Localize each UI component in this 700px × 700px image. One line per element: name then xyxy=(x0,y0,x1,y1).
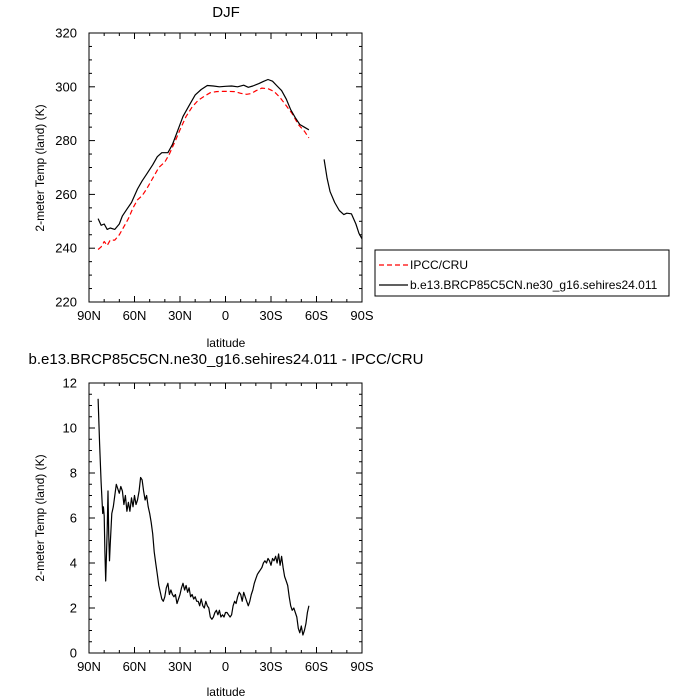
legend-ipcc-cru-label: IPCC/CRU xyxy=(410,258,468,272)
y-tick-label: 280 xyxy=(55,133,77,148)
bottom-chart-x-axis-label: latitude xyxy=(207,685,246,699)
y-tick-label: 260 xyxy=(55,187,77,202)
y-tick-label: 220 xyxy=(55,295,77,310)
y-tick-label: 8 xyxy=(70,466,77,481)
series-line-ipcc-cru xyxy=(97,87,310,250)
x-tick-label: 60S xyxy=(305,659,328,674)
bottom-chart-plot-area: 90N 60N 30N 0 30S 60S 90S 0 2 4 6 8 10 12 xyxy=(63,376,374,675)
series-line-difference xyxy=(97,398,310,636)
y-tick-label: 300 xyxy=(55,79,77,94)
y-tick-label: 4 xyxy=(70,556,77,571)
x-tick-label: 90N xyxy=(77,659,101,674)
y-tick-label: 12 xyxy=(63,376,77,391)
top-chart-x-axis-label: latitude xyxy=(207,336,246,350)
y-tick-label: 10 xyxy=(63,421,77,436)
legend-box xyxy=(374,249,670,297)
x-tick-label: 30N xyxy=(168,308,192,323)
series-line-b-e13-brcp85c5cn-ne30-g16-sehires24-011 xyxy=(323,159,363,240)
y-tick-label: 240 xyxy=(55,241,77,256)
legend-model-label: b.e13.BRCP85C5CN.ne30_g16.sehires24.011 xyxy=(410,278,658,292)
x-tick-label: 60N xyxy=(123,659,147,674)
top-chart-djf: DJF 2-meter Temp (land) (K) latitude 90N… xyxy=(33,4,670,350)
x-tick-label: 30S xyxy=(259,308,282,323)
x-tick-label: 30N xyxy=(168,659,192,674)
x-tick-label: 90S xyxy=(350,659,373,674)
series-line-b-e13-brcp85c5cn-ne30-g16-sehires24-011 xyxy=(97,78,310,230)
bottom-chart-title: b.e13.BRCP85C5CN.ne30_g16.sehires24.011 … xyxy=(29,351,424,368)
x-tick-label: 60N xyxy=(123,308,147,323)
x-tick-label: 90N xyxy=(77,308,101,323)
y-tick-label: 320 xyxy=(55,26,77,41)
bottom-chart-difference: b.e13.BRCP85C5CN.ne30_g16.sehires24.011 … xyxy=(29,351,424,699)
x-tick-label: 0 xyxy=(222,659,229,674)
bottom-chart-y-axis-label: 2-meter Temp (land) (K) xyxy=(33,454,47,581)
top-chart-plot-area: 90N 60N 30N 0 30S 60S 90S 220 240 260 280 300 320 xyxy=(55,26,374,324)
top-chart-title: DJF xyxy=(212,4,240,21)
x-tick-label: 0 xyxy=(222,308,229,323)
top-chart-y-axis-label: 2-meter Temp (land) (K) xyxy=(33,104,47,231)
y-tick-label: 2 xyxy=(70,601,77,616)
plot-frame xyxy=(88,32,363,303)
y-tick-label: 0 xyxy=(70,646,77,661)
x-tick-label: 60S xyxy=(305,308,328,323)
x-tick-label: 90S xyxy=(350,308,373,323)
x-tick-label: 30S xyxy=(259,659,282,674)
top-chart-legend: IPCC/CRU b.e13.BRCP85C5CN.ne30_g16.sehir… xyxy=(374,249,670,297)
y-tick-label: 6 xyxy=(70,511,77,526)
